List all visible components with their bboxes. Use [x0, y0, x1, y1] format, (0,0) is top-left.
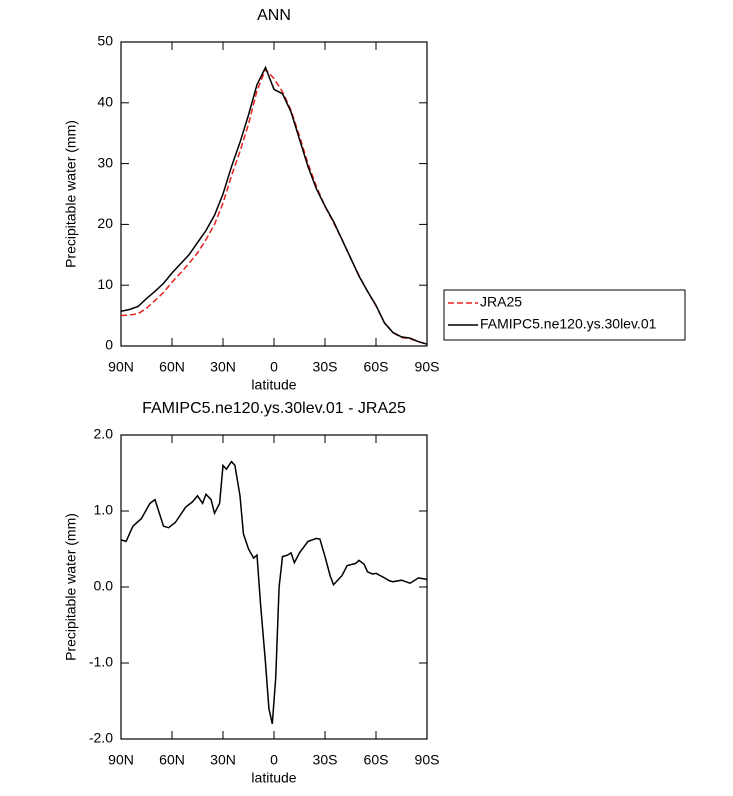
data-line: [120, 68, 428, 345]
x-tick-label: 60N: [159, 359, 185, 375]
x-tick-label: 30N: [210, 752, 236, 768]
x-axis-label: latitude: [251, 770, 296, 786]
chart-title: FAMIPC5.ne120.ys.30lev.01 - JRA25: [142, 400, 406, 417]
x-tick-label: 30S: [313, 752, 338, 768]
x-tick-label: 60N: [159, 752, 185, 768]
x-tick-label: 90S: [415, 359, 440, 375]
x-tick-label: 90N: [108, 752, 134, 768]
y-tick-label: 10: [97, 276, 113, 292]
x-tick-label: 30S: [313, 359, 338, 375]
y-tick-label: 2.0: [94, 426, 114, 442]
legend-label: FAMIPC5.ne120.ys.30lev.01: [480, 316, 657, 332]
x-tick-label: 0: [270, 359, 278, 375]
y-tick-label: -1.0: [89, 654, 113, 670]
y-tick-label: 0.0: [94, 578, 114, 594]
y-tick-label: 50: [97, 33, 113, 49]
x-axis-label: latitude: [251, 377, 296, 393]
data-line: [120, 65, 428, 345]
x-tick-label: 90N: [108, 359, 134, 375]
y-tick-label: 0: [105, 337, 113, 353]
y-tick-label: 30: [97, 154, 113, 170]
plot-frame: [120, 434, 428, 740]
y-tick-label: -2.0: [89, 730, 113, 746]
x-tick-label: 60S: [364, 359, 389, 375]
y-axis-label: Precipitable water (mm): [63, 120, 79, 268]
chart-title: ANN: [257, 7, 291, 24]
data-line: [120, 460, 428, 724]
legend-label: JRA25: [480, 294, 522, 310]
x-tick-label: 60S: [364, 752, 389, 768]
legend-box: [443, 289, 686, 341]
y-tick-label: 40: [97, 94, 113, 110]
y-tick-label: 20: [97, 215, 113, 231]
x-tick-label: 0: [270, 752, 278, 768]
y-tick-label: 1.0: [94, 502, 114, 518]
plot-frame: [120, 41, 428, 347]
x-tick-label: 30N: [210, 359, 236, 375]
x-tick-label: 90S: [415, 752, 440, 768]
y-axis-label: Precipitable water (mm): [63, 513, 79, 661]
